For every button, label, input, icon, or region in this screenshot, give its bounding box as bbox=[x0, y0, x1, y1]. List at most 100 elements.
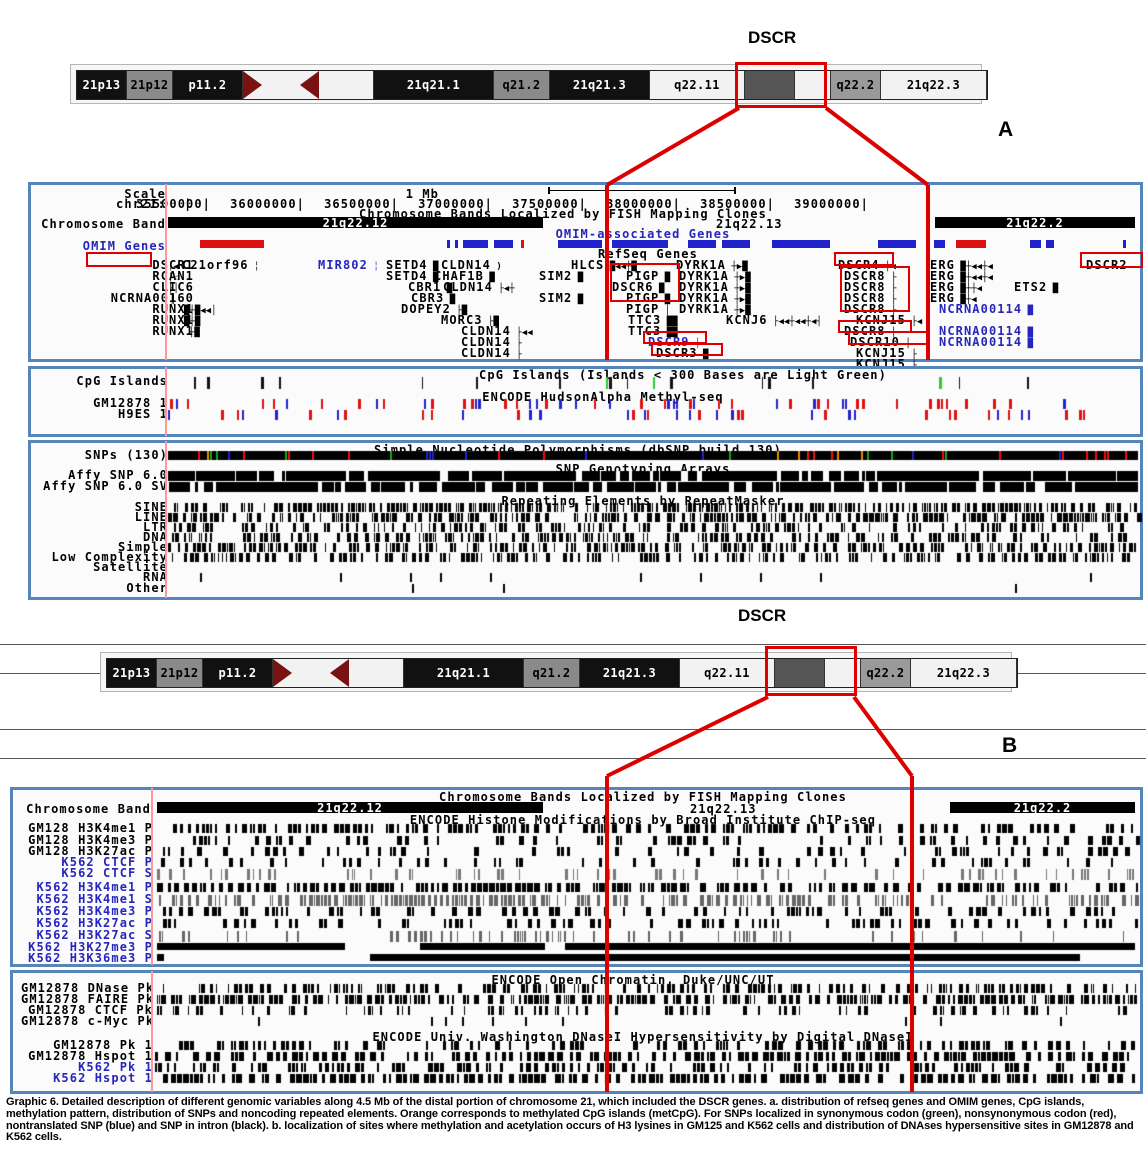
figure-caption: Graphic 6. Detailed description of diffe… bbox=[6, 1096, 1134, 1144]
gene-label[interactable]: CLDN14 ├ bbox=[461, 346, 522, 360]
omim-gene-bar[interactable] bbox=[934, 240, 945, 248]
coordinate-label: 39000000| bbox=[794, 197, 869, 211]
gene-structure-glyph: ╎ bbox=[248, 262, 260, 272]
dscr-region-box bbox=[765, 646, 857, 696]
omim-gene-bar[interactable] bbox=[956, 240, 986, 248]
band-track-label-b[interactable]: Chromosome Band bbox=[26, 802, 151, 816]
omim-gene-bar[interactable] bbox=[463, 240, 488, 248]
ideogram-band[interactable]: 21q21.3 bbox=[580, 659, 680, 687]
track-label[interactable]: Other bbox=[126, 581, 168, 595]
dscr-gene-box bbox=[1080, 252, 1143, 268]
ideogram-band[interactable]: 21q21.3 bbox=[550, 71, 650, 99]
track-label[interactable]: H9ES 1 bbox=[118, 407, 168, 421]
track-label[interactable]: K562 H3K36me3 P bbox=[28, 951, 153, 965]
ideogram-band[interactable]: p11.2 bbox=[203, 659, 273, 687]
panel-open-chromatin: ENCODE Open Chromatin, Duke/UNC/UT ENCOD… bbox=[10, 970, 1143, 1094]
omim-gene-bar[interactable] bbox=[447, 240, 450, 248]
ideogram-band[interactable]: q21.2 bbox=[524, 659, 580, 687]
ideogram-band[interactable]: 21q22.3 bbox=[911, 659, 1017, 687]
gene-structure-glyph: █ bbox=[572, 273, 584, 283]
cpg-islands-title: CpG Islands (Islands < 300 Bases are Lig… bbox=[479, 368, 887, 382]
omim-gene-bar[interactable] bbox=[722, 240, 750, 248]
omim-gene-bar[interactable] bbox=[878, 240, 916, 248]
chromosome-band-bar[interactable]: 21q22.12 bbox=[157, 801, 543, 815]
gene-label[interactable]: KCNJ6 ├◀◀┼◀◀┼◀┤ bbox=[726, 313, 822, 327]
gene-label[interactable]: SIM2 █ bbox=[539, 269, 584, 283]
track-label[interactable]: GM12878 c-Myc Pk bbox=[21, 1014, 155, 1028]
chr21-ideogram-a[interactable]: 21p13 21p12 p11.2 21q21.1 q21.2 21q21.3 q22.11… bbox=[70, 64, 988, 104]
chromosome-band-bar[interactable]: 21q22.12 bbox=[168, 216, 543, 230]
gene-label[interactable]: RUNX1 bbox=[152, 324, 194, 338]
track-label[interactable]: K562 Hspot 1 bbox=[53, 1071, 153, 1085]
track-label[interactable]: K562 CTCF S bbox=[61, 866, 153, 880]
omim-gene-bar[interactable] bbox=[772, 240, 830, 248]
dscr-zoom-line bbox=[824, 106, 930, 187]
ideogram-band[interactable]: q22.2 bbox=[861, 659, 911, 687]
panel-a-label: A bbox=[998, 118, 1014, 141]
ideogram-band[interactable]: q22.2 bbox=[831, 71, 881, 99]
dscr-gene-box bbox=[840, 266, 910, 312]
dscr-gene-box bbox=[651, 343, 723, 356]
omim-gene-bar[interactable] bbox=[521, 240, 524, 248]
dscr-label-mid: DSCR bbox=[738, 606, 787, 625]
gene-label[interactable]: NCRNA00114 █ bbox=[939, 335, 1034, 349]
dscr-zoom-line bbox=[852, 695, 914, 778]
ideogram-band[interactable]: q22.11 bbox=[650, 71, 745, 99]
track-label[interactable]: Affy SNP 6.0 SV bbox=[43, 479, 168, 493]
omim-gene-bar[interactable] bbox=[1030, 240, 1041, 248]
omim-gene-bar[interactable] bbox=[1046, 240, 1054, 248]
gene-label[interactable]: MIR802 ╎ bbox=[318, 258, 379, 272]
ideogram-strip: 21p13 21p12 p11.2 21q21.1 q21.2 21q21.3 q22.11… bbox=[76, 70, 988, 100]
gene-structure-glyph: ┼█ bbox=[189, 328, 200, 338]
ideogram-band[interactable] bbox=[319, 71, 374, 99]
open-chromatin-title: ENCODE Open Chromatin, Duke/UNC/UT bbox=[491, 973, 775, 987]
omim-gene-bar[interactable] bbox=[494, 240, 513, 248]
ideogram-band[interactable]: 21q21.1 bbox=[404, 659, 524, 687]
omim-gene-bar[interactable] bbox=[558, 240, 602, 248]
dscr-region-box bbox=[735, 62, 827, 108]
ideogram-band[interactable]: 21p13 bbox=[107, 659, 157, 687]
histone-title: ENCODE Histone Modifications by Broad In… bbox=[409, 813, 877, 827]
gene-structure-glyph: ├◀◀┼◀◀┼◀┤ bbox=[767, 317, 822, 327]
ideogram-band[interactable] bbox=[349, 659, 404, 687]
gene-label[interactable]: ETS2 █ bbox=[1014, 280, 1059, 294]
coordinate-label: 36000000| bbox=[230, 197, 305, 211]
gene-label[interactable]: SIM2 █ bbox=[539, 291, 584, 305]
ideogram-band[interactable]: 21q22.3 bbox=[881, 71, 987, 99]
gene-structure-glyph: ├ bbox=[510, 350, 522, 360]
panel-snp-repeats: Simple Nucleotide Polymorphisms (dbSNP b… bbox=[28, 440, 1143, 600]
scale-bar-right-tick bbox=[734, 187, 736, 194]
ideogram-band[interactable]: q21.2 bbox=[494, 71, 550, 99]
dscr-gene-box bbox=[834, 252, 894, 266]
omim-gene-bar[interactable] bbox=[1123, 240, 1126, 248]
chromosome-band-bar[interactable]: 21q22.2 bbox=[935, 216, 1135, 230]
omim-gene-bar[interactable] bbox=[200, 240, 264, 248]
ideogram-band[interactable]: 21q21.1 bbox=[374, 71, 494, 99]
band-track-label[interactable]: Chromosome Band bbox=[41, 217, 166, 231]
panel-a-genes: Scale 1 Mb chr21: | 35500000| 36000000| 365… bbox=[28, 182, 1143, 371]
chromosome-band-bar[interactable]: 21q22.2 bbox=[950, 801, 1135, 815]
genotyping-title: SNP Genotyping Arrays bbox=[555, 462, 731, 476]
ideogram-band[interactable]: p11.2 bbox=[173, 71, 243, 99]
ideogram-band[interactable]: 21p12 bbox=[157, 659, 203, 687]
gene-label[interactable]: ┼█ bbox=[189, 326, 200, 339]
ideogram-band[interactable]: 21p12 bbox=[127, 71, 173, 99]
divider-line bbox=[0, 758, 1146, 759]
panel-cpg: CpG Islands (Islands < 300 Bases are Lig… bbox=[28, 366, 1143, 437]
gene-structure-glyph: ╎ bbox=[367, 262, 379, 272]
omim-track-label[interactable]: OMIM Genes bbox=[82, 239, 166, 253]
gene-structure-glyph: ├◀┼ bbox=[492, 284, 515, 294]
methylseq-title: ENCODE HudsonAlpha Methyl-seq bbox=[482, 390, 724, 404]
ideogram-band[interactable]: 21p13 bbox=[77, 71, 127, 99]
omim-gene-bar[interactable] bbox=[455, 240, 458, 248]
dscr-gene-box bbox=[848, 331, 928, 345]
dscr-gene-box bbox=[86, 252, 152, 267]
scale-bar-left-tick bbox=[548, 187, 550, 194]
dscr-label-top: DSCR bbox=[748, 28, 797, 47]
dscr-zoom-line bbox=[606, 695, 769, 778]
gene-label[interactable]: NCRNA00114 █ bbox=[939, 302, 1034, 316]
track-label[interactable]: CpG Islands bbox=[76, 374, 168, 388]
ideogram-band[interactable]: q22.11 bbox=[680, 659, 775, 687]
track-label[interactable]: SNPs (130) bbox=[84, 448, 168, 462]
chr21-ideogram-b[interactable]: 21p13 21p12 p11.2 21q21.1 q21.2 21q21.3 q22.11… bbox=[100, 652, 1018, 692]
